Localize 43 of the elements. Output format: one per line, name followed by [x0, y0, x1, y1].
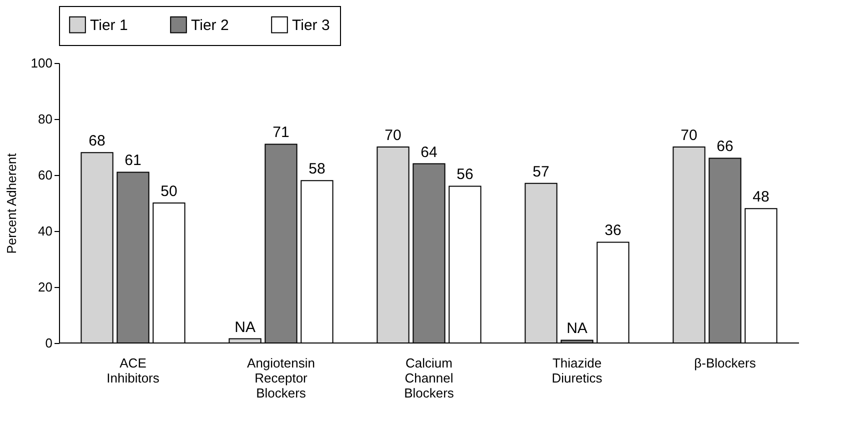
y-tick-label: 0 [45, 336, 52, 350]
data-label: 36 [604, 222, 622, 240]
data-label: 68 [88, 132, 106, 150]
data-label: 48 [752, 188, 770, 206]
legend-label: Tier 2 [191, 16, 229, 34]
data-label: 70 [384, 127, 402, 144]
y-tick-label: 20 [38, 280, 52, 294]
bar [116, 172, 150, 344]
data-label: NA [234, 318, 256, 336]
data-label: 61 [124, 152, 142, 170]
bar [264, 144, 298, 344]
bar [596, 242, 630, 344]
bar [300, 180, 334, 344]
x-tick-label: Thiazide Diuretics [552, 356, 603, 386]
data-label: NA [566, 320, 588, 338]
y-tick-label: 60 [38, 168, 52, 182]
bar [672, 146, 706, 344]
x-tick-label: Angiotensin Receptor Blockers [247, 356, 315, 400]
bar [80, 152, 114, 344]
data-label: 71 [272, 124, 290, 142]
bar [448, 186, 482, 344]
data-label: 50 [160, 183, 178, 200]
y-tick-label: 80 [38, 112, 52, 126]
y-tick-label: 100 [30, 56, 52, 70]
bar [376, 146, 410, 344]
y-axis-title: Percent Adherent [4, 152, 19, 254]
data-label: 70 [680, 127, 698, 144]
data-label: 66 [716, 138, 734, 156]
legend-label: Tier 3 [292, 16, 330, 34]
x-tick-label: ACE Inhibitors [106, 356, 160, 386]
data-label: 64 [420, 144, 438, 161]
x-tick-label: β-Blockers [694, 356, 756, 370]
y-tick-label: 40 [38, 224, 52, 238]
legend-label: Tier 1 [90, 16, 128, 34]
data-label: 58 [308, 160, 326, 178]
bar [152, 202, 186, 344]
bar [744, 208, 778, 344]
data-label: 57 [532, 163, 550, 180]
bar [524, 182, 558, 344]
x-tick-label: Calcium Channel Blockers [404, 356, 454, 400]
bar [412, 163, 446, 344]
bar [708, 158, 742, 344]
data-label: 56 [456, 166, 474, 184]
